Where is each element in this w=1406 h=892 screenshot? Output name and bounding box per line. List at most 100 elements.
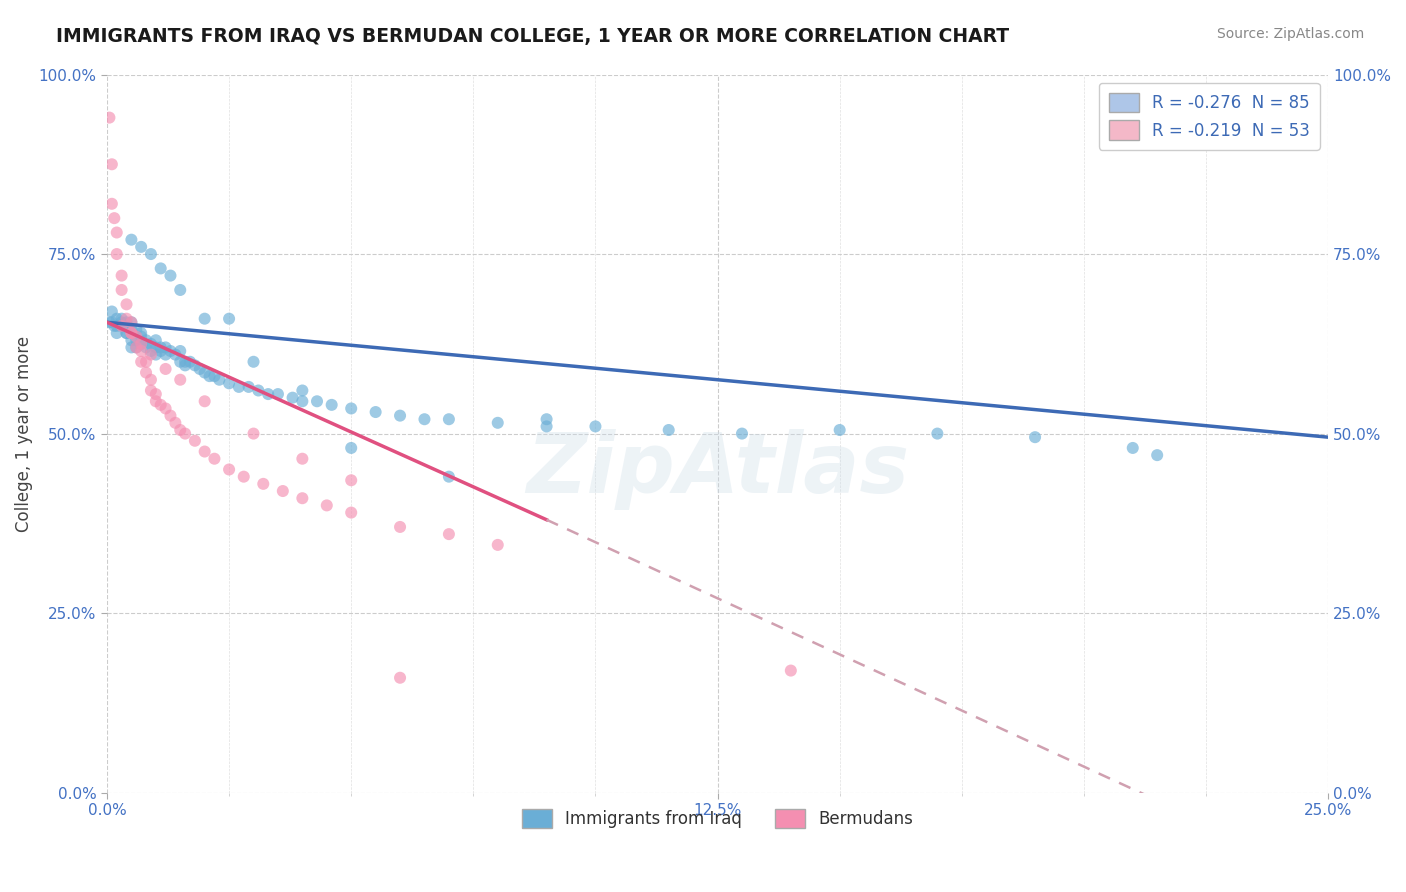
Point	[583, 419, 606, 434]
Point	[105, 311, 128, 326]
Point	[486, 416, 509, 430]
Point	[828, 423, 851, 437]
Point	[149, 261, 172, 276]
Point	[218, 311, 240, 326]
Point	[139, 247, 162, 261]
Point	[204, 369, 226, 384]
Point	[536, 412, 558, 426]
Point	[98, 315, 121, 329]
Point	[155, 340, 177, 354]
Point	[155, 362, 177, 376]
Point	[105, 326, 128, 340]
Point	[779, 664, 801, 678]
Point	[179, 355, 201, 369]
Point	[129, 336, 152, 351]
Point	[169, 423, 191, 437]
Point	[174, 355, 197, 369]
Point	[169, 373, 191, 387]
Point	[159, 343, 181, 358]
Point	[120, 322, 142, 336]
Point	[111, 283, 134, 297]
Point	[149, 398, 172, 412]
Point	[242, 426, 264, 441]
Y-axis label: College, 1 year or more: College, 1 year or more	[15, 335, 32, 532]
Point	[145, 333, 167, 347]
Point	[101, 196, 124, 211]
Point	[1024, 430, 1046, 444]
Point	[731, 426, 754, 441]
Point	[291, 384, 314, 398]
Point	[305, 394, 328, 409]
Point	[120, 315, 142, 329]
Point	[135, 366, 157, 380]
Point	[105, 247, 128, 261]
Point	[267, 387, 290, 401]
Point	[340, 441, 363, 455]
Point	[291, 491, 314, 506]
Point	[184, 359, 207, 373]
Point	[149, 340, 172, 354]
Point	[218, 462, 240, 476]
Legend: Immigrants from Iraq, Bermudans: Immigrants from Iraq, Bermudans	[515, 802, 920, 835]
Point	[389, 520, 412, 534]
Point	[129, 336, 152, 351]
Point	[120, 333, 142, 347]
Point	[340, 506, 363, 520]
Point	[281, 391, 304, 405]
Point	[198, 369, 221, 384]
Point	[204, 451, 226, 466]
Point	[169, 283, 191, 297]
Point	[174, 426, 197, 441]
Point	[120, 315, 142, 329]
Point	[149, 343, 172, 358]
Point	[105, 318, 128, 333]
Point	[389, 409, 412, 423]
Point	[111, 318, 134, 333]
Point	[139, 343, 162, 358]
Point	[101, 315, 124, 329]
Point	[120, 233, 142, 247]
Point	[188, 362, 211, 376]
Point	[437, 527, 460, 541]
Point	[321, 398, 343, 412]
Point	[159, 268, 181, 283]
Point	[155, 401, 177, 416]
Point	[139, 336, 162, 351]
Point	[115, 311, 138, 326]
Point	[208, 373, 231, 387]
Point	[238, 380, 260, 394]
Point	[115, 297, 138, 311]
Point	[232, 469, 254, 483]
Point	[184, 434, 207, 448]
Point	[155, 348, 177, 362]
Point	[174, 359, 197, 373]
Point	[125, 340, 148, 354]
Point	[291, 394, 314, 409]
Point	[169, 343, 191, 358]
Point	[103, 211, 125, 226]
Point	[145, 394, 167, 409]
Point	[145, 340, 167, 354]
Point	[125, 322, 148, 336]
Point	[115, 326, 138, 340]
Point	[194, 394, 217, 409]
Point	[129, 326, 152, 340]
Point	[1122, 441, 1144, 455]
Point	[247, 384, 270, 398]
Point	[129, 240, 152, 254]
Point	[139, 373, 162, 387]
Point	[125, 333, 148, 347]
Point	[111, 311, 134, 326]
Point	[536, 419, 558, 434]
Point	[135, 355, 157, 369]
Point	[159, 409, 181, 423]
Point	[194, 366, 217, 380]
Point	[115, 315, 138, 329]
Point	[257, 387, 280, 401]
Text: ZipAtlas: ZipAtlas	[526, 429, 910, 510]
Point	[437, 469, 460, 483]
Point	[315, 499, 337, 513]
Point	[413, 412, 436, 426]
Point	[271, 483, 294, 498]
Point	[120, 326, 142, 340]
